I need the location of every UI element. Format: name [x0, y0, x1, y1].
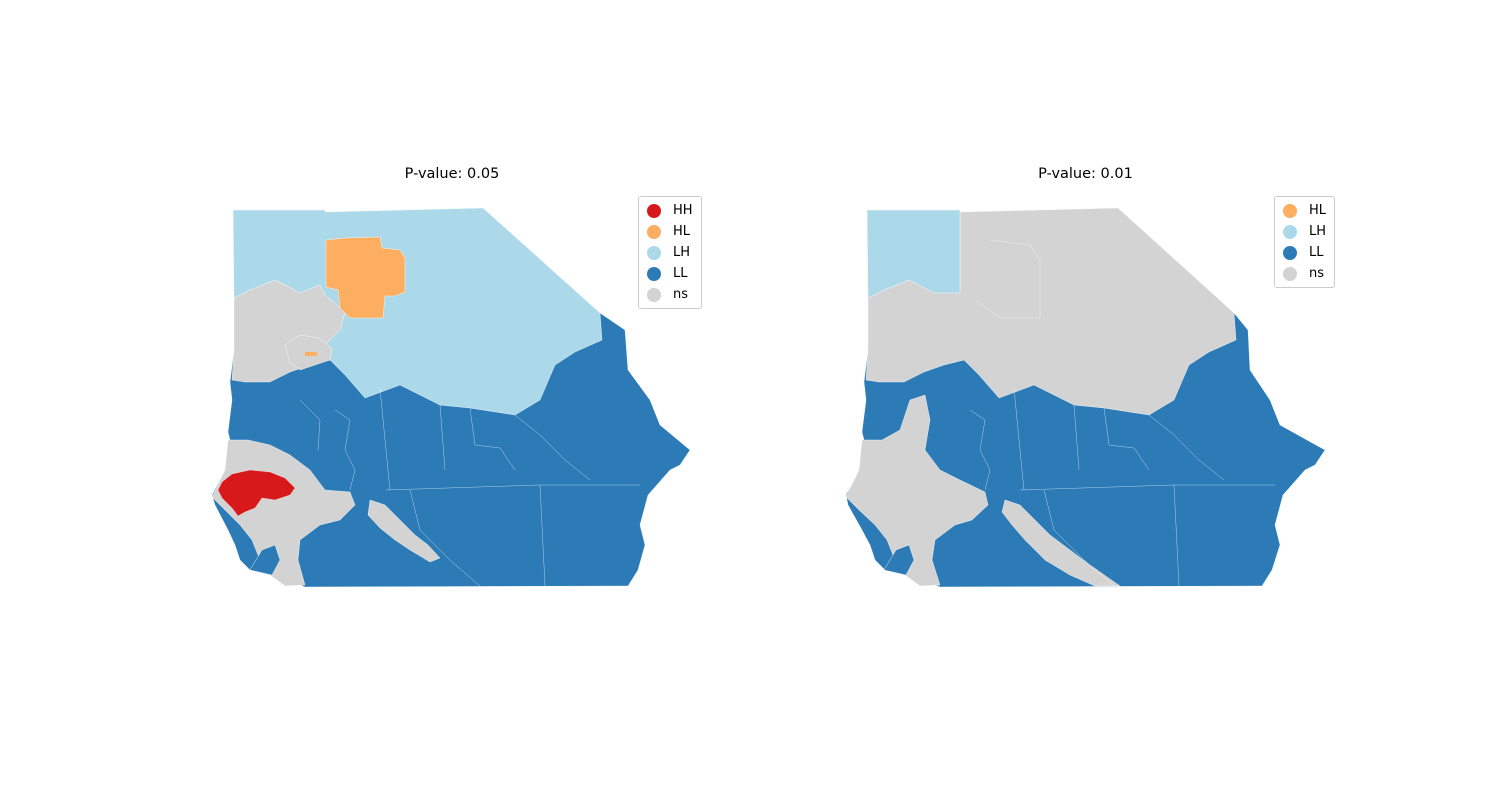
legend-label: ns	[1309, 266, 1325, 281]
legend-label: LH	[673, 245, 691, 260]
choropleth-map	[845, 207, 1326, 588]
map-legend: HH HL LH LL ns	[638, 196, 702, 309]
map-panel-left: P-value: 0.05	[211, 166, 702, 588]
region-hl	[325, 236, 406, 319]
region-ns-valley	[1001, 499, 1121, 587]
legend-item-lh: LH	[1283, 221, 1326, 242]
legend-label: LL	[1309, 245, 1324, 260]
legend-marker	[1283, 203, 1297, 218]
legend-item-ll: LL	[1283, 242, 1326, 263]
map-panel-right: P-value: 0.01 HL LH LL ns	[750, 0, 1500, 800]
region-ll-coast	[883, 544, 915, 576]
legend-item-hh: HH	[647, 200, 693, 221]
legend-marker	[647, 245, 661, 260]
region-ns-southwest	[845, 394, 989, 587]
legend-marker	[1283, 245, 1297, 260]
legend-item-hl: HL	[1283, 200, 1326, 221]
legend-marker	[647, 287, 661, 302]
legend-label: LH	[1309, 224, 1327, 239]
region-hh	[217, 469, 296, 517]
legend-label: HL	[673, 224, 691, 239]
region-ll-coast	[249, 544, 281, 576]
legend-label: ns	[673, 287, 689, 302]
region-lh	[866, 209, 961, 299]
map-title: P-value: 0.05	[404, 166, 500, 182]
region-ns-valley	[367, 499, 441, 563]
legend-label: HH	[673, 203, 693, 218]
tract-boundaries	[299, 387, 640, 587]
legend-marker	[647, 224, 661, 239]
legend-label: HL	[1309, 203, 1327, 218]
legend-item-ns: ns	[1283, 263, 1326, 284]
region-hl-small	[305, 352, 317, 356]
legend-marker	[1283, 266, 1297, 281]
legend-item-ll: LL	[647, 263, 693, 284]
legend-marker	[647, 203, 661, 218]
legend-item-lh: LH	[647, 242, 693, 263]
legend-label: LL	[673, 266, 688, 281]
map-legend: HL LH LL ns	[1274, 196, 1336, 288]
legend-marker	[1283, 224, 1297, 239]
legend-item-hl: HL	[647, 221, 693, 242]
legend-marker	[647, 266, 661, 281]
choropleth-map	[211, 207, 691, 588]
tract-boundaries	[969, 239, 1275, 587]
map-title: P-value: 0.01	[1038, 166, 1133, 182]
legend-item-ns: ns	[647, 284, 693, 305]
